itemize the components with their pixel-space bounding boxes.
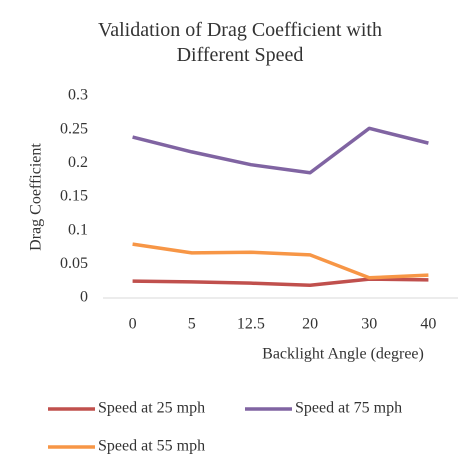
y-tick-label: 0.1 [68,221,88,238]
x-tick-label: 40 [420,316,436,333]
x-tick-label: 20 [302,316,318,333]
y-tick-label: 0.3 [68,87,88,104]
x-tick-label: 5 [188,316,196,333]
x-axis-label: Backlight Angle (degree) [262,346,424,363]
series-line [132,126,429,175]
y-axis-label: Drag Coefficient [28,143,45,251]
y-tick-label: 0.2 [68,154,88,171]
series-line [132,277,429,287]
y-tick-label: 0 [80,289,88,306]
x-tick-label: 30 [361,316,377,333]
legend-label: Speed at 75 mph [295,400,402,417]
legend-label: Speed at 55 mph [98,438,205,455]
y-tick-label: 0.15 [60,188,88,205]
y-tick-label: 0.25 [60,120,88,137]
legend-label: Speed at 25 mph [98,400,205,417]
chart-title: Validation of Drag Coefficient with Diff… [97,19,382,66]
x-tick-label: 12.5 [237,316,265,333]
x-tick-label: 0 [129,316,137,333]
y-tick-label: 0.05 [60,255,88,272]
series-line [132,242,429,280]
